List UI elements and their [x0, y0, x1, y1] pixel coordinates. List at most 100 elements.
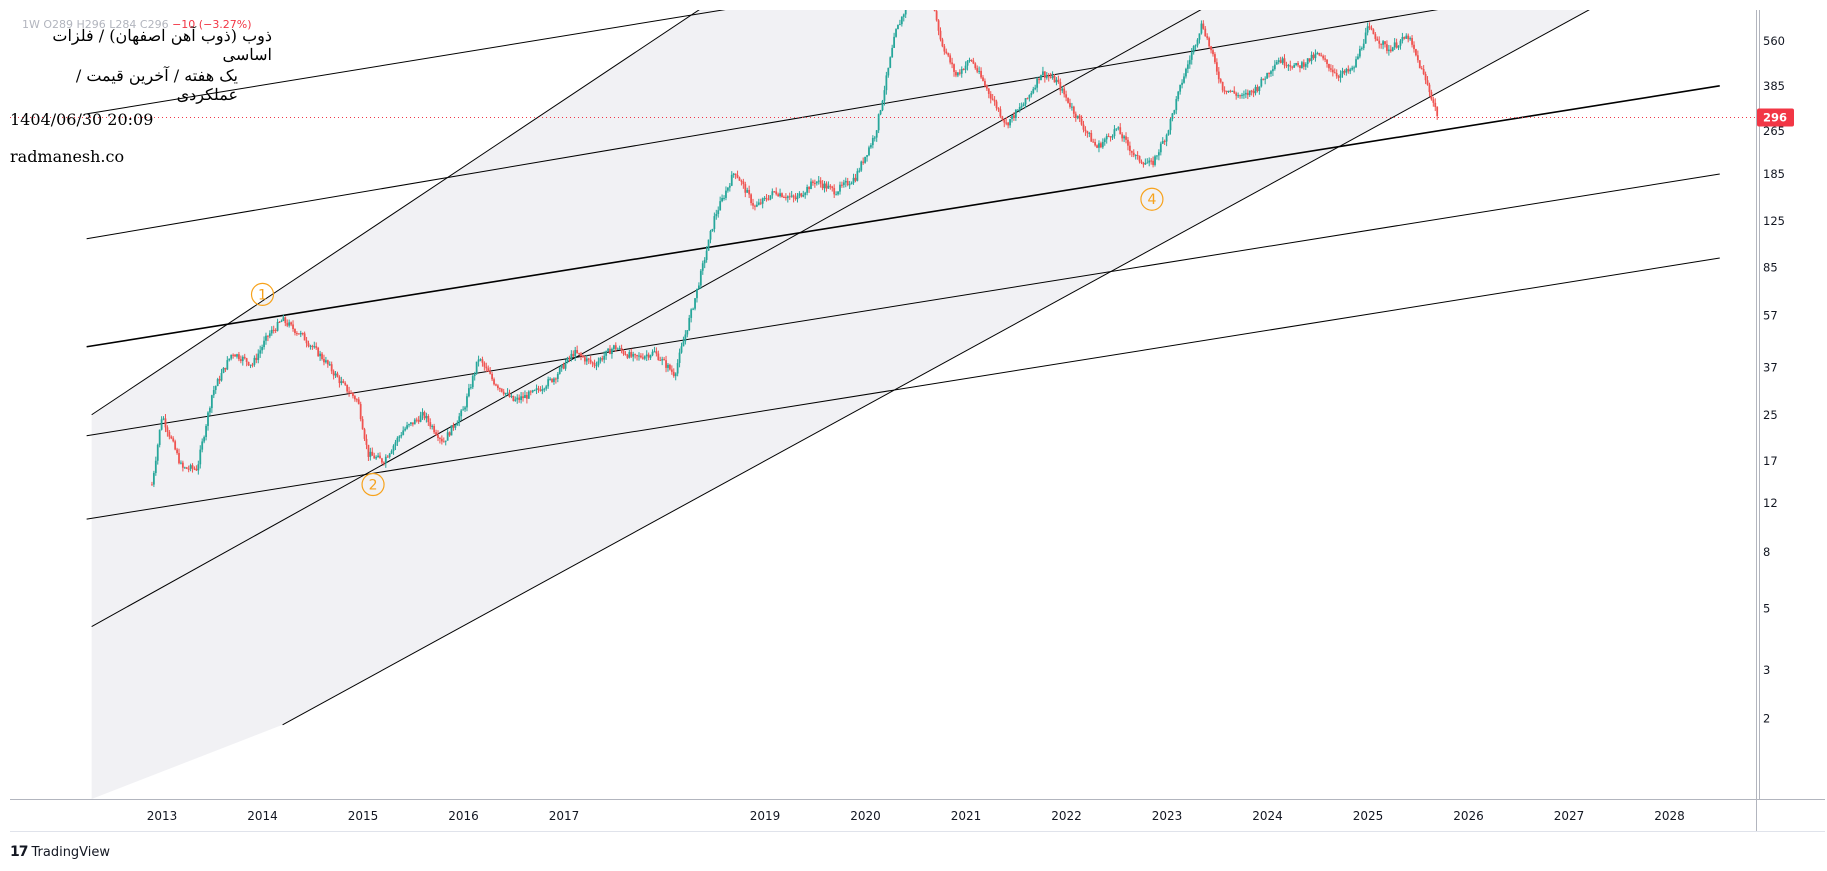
candle-body — [831, 186, 834, 189]
candle-body — [1331, 69, 1334, 73]
candle-body — [276, 321, 279, 331]
candle-body — [280, 320, 283, 323]
candle-body — [1223, 90, 1226, 92]
candle-body — [257, 353, 260, 360]
last-price-tag[interactable] — [1757, 108, 1794, 127]
candle-body — [564, 362, 567, 369]
candle-body — [1231, 90, 1234, 92]
candle-body — [730, 174, 733, 186]
candle-body — [164, 418, 167, 428]
candle-body — [439, 438, 441, 440]
candle-body — [1239, 95, 1241, 97]
candle-body — [1036, 78, 1039, 88]
candle-body — [450, 425, 453, 436]
candle-body — [1324, 58, 1326, 60]
trend-line[interactable] — [86, 85, 1720, 348]
candle-body — [622, 350, 625, 354]
candle-body — [1200, 23, 1203, 34]
candle-body — [355, 399, 358, 401]
candle-body — [1134, 154, 1137, 156]
candle-body — [1329, 68, 1332, 70]
price-tick-label: 5 — [1763, 601, 1770, 615]
candle-body — [638, 355, 640, 357]
candle-body — [321, 353, 323, 360]
candle-body — [556, 373, 559, 379]
candle-body — [1045, 75, 1048, 78]
candle-body — [1233, 90, 1236, 94]
candle-body — [1084, 129, 1087, 132]
candle-body — [1351, 67, 1354, 70]
candle-body — [1409, 38, 1412, 40]
candle-body — [404, 428, 407, 431]
candle-body — [589, 359, 592, 363]
trend-line[interactable] — [86, 173, 1720, 437]
candle-body — [1128, 145, 1131, 152]
candle-body — [392, 445, 395, 451]
candle-body — [827, 185, 830, 189]
timeframe-label: یک هفته / آخرین قیمت / عملکردی — [75, 66, 238, 104]
wave-label-circle[interactable] — [1140, 187, 1164, 211]
tradingview-logo[interactable]: 17 TradingView — [10, 844, 110, 860]
candle-body — [489, 371, 492, 374]
trend-line[interactable] — [91, 0, 1640, 627]
wave-label-circle[interactable] — [250, 282, 275, 306]
candle-body — [1333, 72, 1336, 74]
candle-body — [984, 80, 986, 86]
trend-line[interactable] — [86, 0, 1720, 115]
candle-body — [1020, 106, 1023, 108]
candle-body — [205, 425, 207, 438]
candle-body — [1312, 54, 1315, 59]
trend-line[interactable] — [86, 257, 1720, 520]
candle-body — [560, 364, 563, 368]
candle-body — [941, 39, 944, 47]
candle-body — [945, 51, 948, 54]
candle-body — [572, 353, 575, 357]
candle-body — [487, 368, 490, 372]
trend-line[interactable] — [282, 0, 1640, 726]
candle-body — [978, 70, 981, 72]
candle-body — [680, 346, 683, 353]
candle-body — [663, 359, 666, 361]
candle-body — [891, 47, 894, 58]
candle-body — [732, 173, 735, 175]
candle-body — [1301, 62, 1303, 69]
candle-body — [1194, 45, 1197, 47]
candle-body — [1304, 64, 1307, 67]
candle-body — [1125, 136, 1127, 140]
candle-body — [1268, 72, 1270, 74]
candle-body — [270, 329, 273, 334]
candle-body — [1318, 52, 1321, 56]
candle-body — [578, 352, 580, 354]
candle-body — [719, 201, 722, 211]
candle-body — [895, 29, 897, 37]
candle-body — [653, 351, 656, 353]
candle-body — [728, 185, 731, 188]
candle-body — [525, 395, 528, 399]
candle-body — [402, 430, 405, 435]
candle-body — [1275, 61, 1278, 65]
candle-body — [288, 322, 291, 326]
candle-body — [1411, 38, 1413, 45]
candle-body — [462, 409, 465, 411]
time-tick-label: 2028 — [1654, 809, 1685, 823]
candle-body — [900, 16, 903, 25]
candle-body — [332, 371, 335, 376]
candle-body — [326, 360, 329, 365]
candle-body — [170, 436, 173, 439]
trend-line[interactable] — [86, 0, 1720, 240]
candle-body — [989, 93, 992, 99]
candle-body — [696, 288, 698, 299]
candle-body — [582, 355, 584, 358]
price-axis[interactable] — [1756, 10, 1757, 831]
candle-body — [154, 460, 157, 473]
time-axis[interactable] — [10, 799, 1825, 800]
candle-body — [189, 465, 192, 470]
candle-body — [1215, 62, 1218, 72]
candle-body — [1192, 46, 1195, 53]
candle-body — [815, 181, 818, 184]
wave-label-circle[interactable] — [361, 472, 385, 497]
time-tick-label: 2014 — [247, 809, 278, 823]
candle-body — [1382, 41, 1384, 45]
candle-body — [1072, 106, 1075, 114]
